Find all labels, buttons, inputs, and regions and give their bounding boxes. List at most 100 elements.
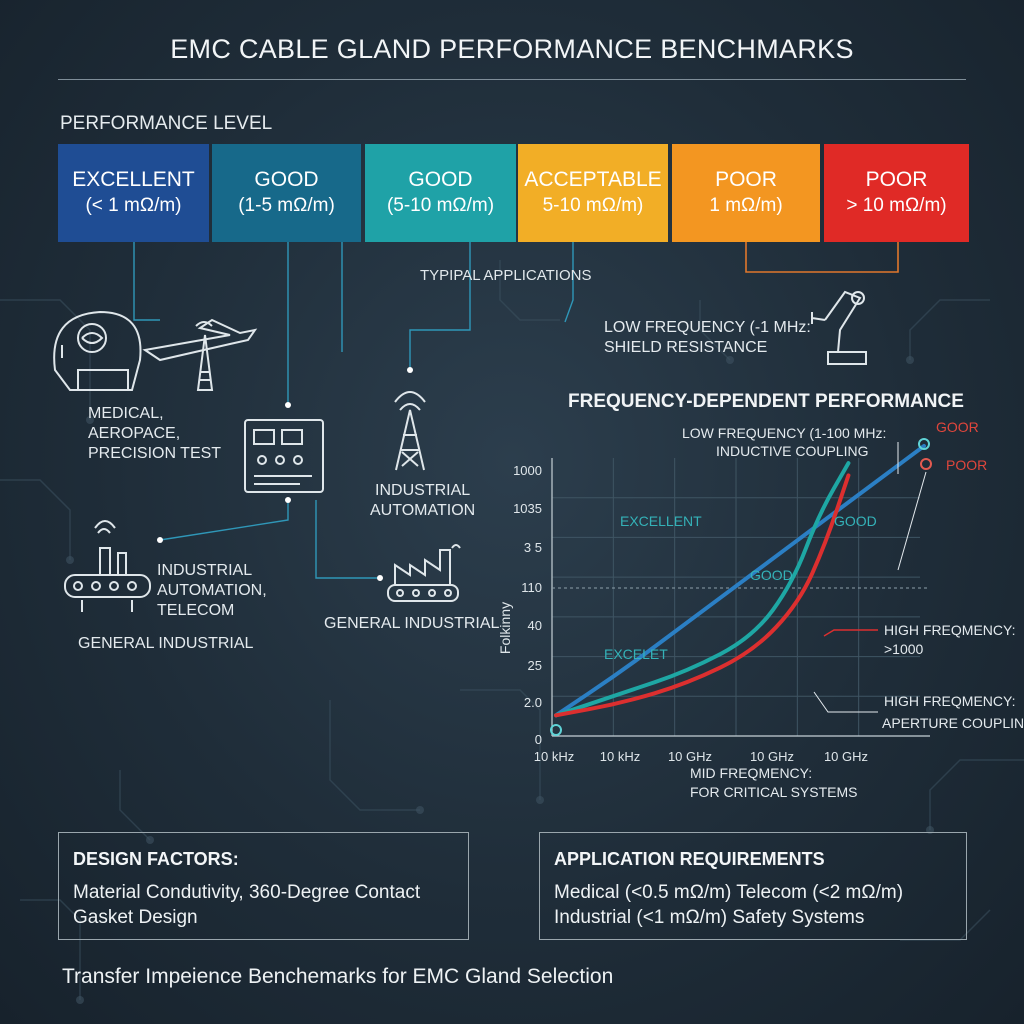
annotation-line: LOW FREQUENCY (1-100 MHz: — [682, 425, 886, 441]
poor-leader-line — [897, 471, 927, 571]
level-range: (5-10 mΩ/m) — [386, 195, 495, 216]
design-factors-heading: DESIGN FACTORS: — [73, 849, 239, 869]
design-factors-line: Material Condutivity, 360-Degree Contact — [73, 882, 421, 903]
y-tick-label: 110 — [521, 580, 542, 595]
low-frequency-note-line: LOW FREQUENCY (-1 MHz: — [604, 319, 811, 336]
poor-end-marker — [920, 458, 932, 470]
level-poor-2: POOR > 10 mΩ/m) — [824, 144, 969, 242]
series-line-0 — [554, 444, 926, 718]
x-tick-label: 10 GHz — [824, 749, 868, 764]
application-requirements-heading: APPLICATION REQUIREMENTS — [554, 849, 825, 869]
design-factors-box: DESIGN FACTORS: Material Condutivity, 36… — [58, 832, 469, 940]
x-tick-label: 10 GHz — [750, 749, 794, 764]
application-requirements-box: APPLICATION REQUIREMENTS Medical (<0.5 m… — [539, 832, 967, 940]
level-range: (< 1 mΩ/m) — [85, 195, 182, 216]
low-frequency-note-line: SHIELD RESISTANCE — [604, 339, 768, 356]
x-tick-label: 10 kHz — [600, 749, 640, 764]
industrial-automation-applications: INDUSTRIAL AUTOMATION — [370, 481, 475, 521]
robot-arm-icon — [811, 290, 867, 365]
y-tick-label: 1000 — [513, 463, 542, 478]
design-factors-line: Gasket Design — [73, 907, 198, 928]
annotation-high-frequency-2: HIGH FREQMENCY: APERTURE COUPLING — [813, 691, 1024, 731]
annotation-low-frequency: LOW FREQUENCY (1-100 MHz: INDUCTIVE COUP… — [682, 425, 899, 474]
application-requirements-line: Medical (<0.5 mΩ/m) Telecom (<2 mΩ/m) — [554, 882, 904, 903]
brain-scanner-icon — [53, 310, 142, 391]
app-line: AEROPACE, — [88, 425, 181, 442]
medical-applications: MEDICAL, AEROPACE, PRECISION TEST — [88, 404, 221, 464]
level-poor-1: POOR 1 mΩ/m) — [672, 144, 820, 242]
footer-caption: Transfer Impeience Benchemarks for EMC G… — [62, 965, 614, 988]
app-line: INDUSTRIAL — [157, 562, 253, 579]
level-excellent: EXCELLENT (< 1 mΩ/m) — [58, 144, 209, 242]
series-line-2 — [554, 473, 851, 718]
annotation-line: HIGH FREQMENCY: — [884, 622, 1015, 638]
aircraft-icon — [142, 318, 258, 391]
design-factors-text: Material Condutivity, 360-Degree Contact… — [73, 880, 420, 930]
chart-series — [554, 444, 926, 718]
label-excelet: EXCELET — [604, 646, 668, 662]
application-requirements-line: Industrial (<1 mΩ/m) Safety Systems — [554, 907, 865, 928]
series-line-1 — [554, 461, 851, 718]
level-name: POOR — [865, 168, 928, 191]
chart-title: FREQUENCY-DEPENDENT PERFORMANCE — [568, 391, 964, 412]
level-name: EXCELLENT — [72, 168, 195, 191]
annotation-line: HIGH FREQMENCY: — [884, 693, 1015, 709]
annotation-mid-frequency: MID FREQMENCY: FOR CRITICAL SYSTEMS — [690, 765, 858, 800]
radio-tower-icon — [394, 391, 426, 471]
app-line: MEDICAL, — [88, 405, 164, 422]
automation-telecom-applications: INDUSTRIAL AUTOMATION, TELECOM — [157, 561, 267, 621]
level-acceptable: ACCEPTABLE 5-10 mΩ/m) — [518, 144, 668, 242]
general-industrial-left: GENERAL INDUSTRIAL — [78, 635, 254, 652]
annotation-high-frequency-1: HIGH FREQMENCY: >1000 — [823, 622, 1015, 657]
level-range: (1-5 mΩ/m) — [238, 195, 335, 216]
label-good-upper: GOOD — [834, 513, 877, 529]
conveyor-icon — [64, 520, 151, 612]
y-tick-label: 2.0 — [524, 695, 542, 710]
level-name: ACCEPTABLE — [524, 168, 662, 191]
x-tick-label: 10 kHz — [534, 749, 574, 764]
annotation-line: FOR CRITICAL SYSTEMS — [690, 784, 858, 800]
annotation-line: MID FREQMENCY: — [690, 765, 812, 781]
y-tick-label: 40 — [528, 618, 542, 633]
y-tick-label: 25 — [528, 658, 542, 673]
annotation-line: >1000 — [884, 641, 924, 657]
x-tick-label: 10 GHz — [668, 749, 712, 764]
level-name: GOOD — [408, 168, 473, 191]
typical-applications-text: TYPIPAL APPLICATIONS — [420, 267, 592, 284]
app-line: AUTOMATION — [370, 502, 476, 519]
control-panel-icon — [244, 419, 324, 493]
y-tick-label: 0 — [535, 732, 542, 747]
y-tick-label: 1035 — [513, 501, 542, 516]
frequency-performance-chart: FREQUENCY-DEPENDENT PERFORMANCE 1000 1035… — [497, 391, 1024, 800]
label-poor: POOR — [946, 457, 987, 473]
annotation-line: APERTURE COUPLING — [882, 715, 1024, 731]
low-frequency-note: LOW FREQUENCY (-1 MHz: SHIELD RESISTANCE — [604, 318, 811, 358]
app-line: AUTOMATION, — [157, 582, 267, 599]
level-name: GOOD — [254, 168, 319, 191]
general-industrial-mid: GENERAL INDUSTRIAL — [324, 615, 500, 632]
chart-grid — [552, 458, 920, 736]
y-tick-label: 3 5 — [524, 540, 542, 555]
annotation-line: INDUCTIVE COUPLING — [716, 443, 868, 459]
app-line: INDUSTRIAL — [375, 482, 471, 499]
level-good-2: GOOD (5-10 mΩ/m) — [365, 144, 516, 242]
app-line: PRECISION TEST — [88, 445, 222, 462]
page-title: EMC CABLE GLAND PERFORMANCE BENCHMARKS — [170, 34, 854, 64]
level-good-1: GOOD (1-5 mΩ/m) — [212, 144, 361, 242]
level-range: > 10 mΩ/m) — [846, 195, 947, 216]
factory-icon — [387, 544, 461, 602]
good-end-marker — [918, 438, 930, 450]
level-range: 5-10 mΩ/m) — [542, 195, 644, 216]
origin-marker — [550, 724, 562, 736]
performance-level-label: PERFORMANCE LEVEL — [60, 113, 273, 134]
x-tick-labels: 10 kHz 10 kHz 10 GHz 10 GHz 10 GHz — [534, 749, 868, 764]
label-excellent: EXCELLENT — [620, 513, 702, 529]
level-range: 1 mΩ/m) — [709, 195, 783, 216]
y-axis-label: Folkinny — [497, 602, 513, 654]
y-tick-labels: 1000 1035 3 5 110 40 25 2.0 0 — [513, 463, 542, 747]
label-goor: GOOR — [936, 419, 979, 435]
title-divider — [58, 79, 966, 80]
app-line: TELECOM — [157, 602, 235, 619]
